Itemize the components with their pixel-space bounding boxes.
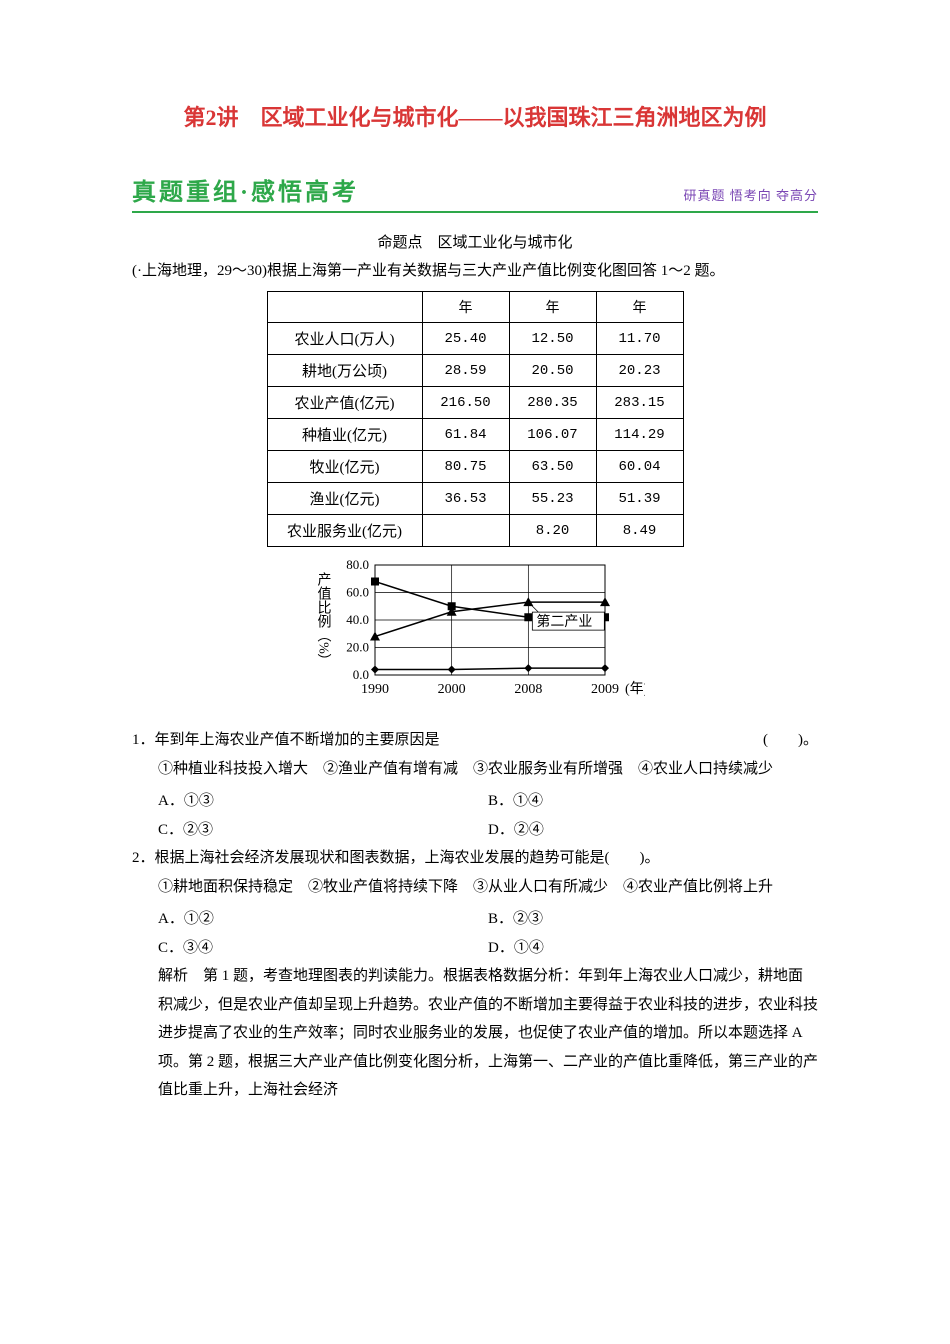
table-cell: 12.50 xyxy=(509,323,596,355)
table-cell: 渔业(亿元) xyxy=(267,483,422,515)
table-cell: 20.23 xyxy=(596,355,683,387)
options-2: A．①② B．②③ C．③④ D．①④ xyxy=(132,905,818,962)
source-line: (·上海地理，29～30)根据上海第一产业有关数据与三大产业产值比例变化图回答 … xyxy=(132,258,818,285)
svg-text:第二产业: 第二产业 xyxy=(536,613,592,630)
table-cell: 牧业(亿元) xyxy=(267,451,422,483)
svg-text:80.0: 80.0 xyxy=(346,557,369,572)
table-cell: 36.53 xyxy=(422,483,509,515)
svg-text:产值比例（%）: 产值比例（%） xyxy=(316,572,332,668)
option-b: B．②③ xyxy=(488,905,818,934)
line-chart-svg: 0.0 20.0 40.0 60.0 80.0 1990 2000 2008 2009 (年) 产值… xyxy=(305,557,645,707)
analysis-text: 第 1 题，考查地理图表的判读能力。根据表格数据分析：年到年上海农业人口减少，耕… xyxy=(158,968,818,1098)
question-body: ①耕地面积保持稳定 ②牧业产值将持续下降 ③从业人口有所减少 ④农业产值比例将上… xyxy=(132,873,818,902)
table-header-cell: 年 xyxy=(422,292,509,323)
question-stem: 2．根据上海社会经济发展现状和图表数据，上海农业发展的趋势可能是( )。 xyxy=(132,844,818,873)
table-cell: 20.50 xyxy=(509,355,596,387)
question-1: 1．年到年上海农业产值不断增加的主要原因是 ( )。 ①种植业科技投入增大 ②渔… xyxy=(132,726,818,783)
table-cell: 28.59 xyxy=(422,355,509,387)
option-row: C．③④ D．①④ xyxy=(158,934,818,963)
page: 第2讲 区域工业化与城市化——以我国珠江三角洲地区为例 真题重组·感悟高考 研真… xyxy=(0,0,950,1165)
table-cell: 8.20 xyxy=(509,515,596,547)
option-d: D．①④ xyxy=(488,934,818,963)
table-header-cell xyxy=(267,292,422,323)
question-stem-line: 1．年到年上海农业产值不断增加的主要原因是 ( )。 xyxy=(132,726,818,755)
option-d: D．②④ xyxy=(488,816,818,845)
table-cell: 8.49 xyxy=(596,515,683,547)
option-a: A．①③ xyxy=(158,787,488,816)
option-c: C．③④ xyxy=(158,934,488,963)
table-cell: 63.50 xyxy=(509,451,596,483)
table-cell: 农业产值(亿元) xyxy=(267,387,422,419)
section-header-text: 真题重组·感悟高考 xyxy=(132,172,359,207)
table-cell: 106.07 xyxy=(509,419,596,451)
svg-text:0.0: 0.0 xyxy=(353,667,369,682)
table-cell xyxy=(422,515,509,547)
table-cell: 耕地(万公顷) xyxy=(267,355,422,387)
table-row: 渔业(亿元) 36.53 55.23 51.39 xyxy=(267,483,683,515)
svg-text:2009: 2009 xyxy=(591,682,619,697)
table-cell: 283.15 xyxy=(596,387,683,419)
option-b: B．①④ xyxy=(488,787,818,816)
section-header: 真题重组·感悟高考 研真题 悟考向 夺高分 xyxy=(132,172,818,213)
table-header-row: 年 年 年 xyxy=(267,292,683,323)
table-header-cell: 年 xyxy=(596,292,683,323)
option-row: A．①② B．②③ xyxy=(158,905,818,934)
svg-text:60.0: 60.0 xyxy=(346,585,369,600)
table-cell: 80.75 xyxy=(422,451,509,483)
table-row: 农业产值(亿元) 216.50 280.35 283.15 xyxy=(267,387,683,419)
table-cell: 种植业(亿元) xyxy=(267,419,422,451)
answer-blank: ( )。 xyxy=(763,726,818,755)
svg-text:1990: 1990 xyxy=(361,682,389,697)
question-stem-line: 2．根据上海社会经济发展现状和图表数据，上海农业发展的趋势可能是( )。 xyxy=(132,844,818,873)
table-row: 农业服务业(亿元) 8.20 8.49 xyxy=(267,515,683,547)
table-row: 耕地(万公顷) 28.59 20.50 20.23 xyxy=(267,355,683,387)
question-body: ①种植业科技投入增大 ②渔业产值有增有减 ③农业服务业有所增强 ④农业人口持续减… xyxy=(132,755,818,784)
analysis-label: 解析 xyxy=(158,968,188,984)
svg-text:40.0: 40.0 xyxy=(346,612,369,627)
svg-text:(年): (年) xyxy=(625,681,645,697)
option-row: A．①③ B．①④ xyxy=(158,787,818,816)
table-cell: 55.23 xyxy=(509,483,596,515)
svg-text:2008: 2008 xyxy=(514,682,542,697)
table-cell: 280.35 xyxy=(509,387,596,419)
question-stem: 1．年到年上海农业产值不断增加的主要原因是 xyxy=(132,726,743,755)
lecture-title: 第2讲 区域工业化与城市化——以我国珠江三角洲地区为例 xyxy=(132,100,818,132)
section-header-left: 真题重组·感悟高考 xyxy=(132,172,359,207)
option-a: A．①② xyxy=(158,905,488,934)
table-cell: 61.84 xyxy=(422,419,509,451)
svg-text:20.0: 20.0 xyxy=(346,640,369,655)
question-2: 2．根据上海社会经济发展现状和图表数据，上海农业发展的趋势可能是( )。 ①耕地… xyxy=(132,844,818,901)
table-cell: 51.39 xyxy=(596,483,683,515)
table-cell: 农业人口(万人) xyxy=(267,323,422,355)
table-cell: 25.40 xyxy=(422,323,509,355)
table-cell: 114.29 xyxy=(596,419,683,451)
table-body: 农业人口(万人) 25.40 12.50 11.70 耕地(万公顷) 28.59… xyxy=(267,323,683,547)
table-cell: 农业服务业(亿元) xyxy=(267,515,422,547)
chart: 0.0 20.0 40.0 60.0 80.0 1990 2000 2008 2009 (年) 产值… xyxy=(132,557,818,712)
option-row: C．②③ D．②④ xyxy=(158,816,818,845)
table-cell: 11.70 xyxy=(596,323,683,355)
options-1: A．①③ B．①④ C．②③ D．②④ xyxy=(132,787,818,844)
svg-text:2000: 2000 xyxy=(438,682,466,697)
data-table: 年 年 年 农业人口(万人) 25.40 12.50 11.70 耕地(万公顷)… xyxy=(267,291,684,547)
option-c: C．②③ xyxy=(158,816,488,845)
analysis: 解析 第 1 题，考查地理图表的判读能力。根据表格数据分析：年到年上海农业人口减… xyxy=(132,962,818,1105)
table-row: 农业人口(万人) 25.40 12.50 11.70 xyxy=(267,323,683,355)
table-cell: 60.04 xyxy=(596,451,683,483)
table-cell: 216.50 xyxy=(422,387,509,419)
table-header-cell: 年 xyxy=(509,292,596,323)
section-header-right: 研真题 悟考向 夺高分 xyxy=(683,185,818,204)
topic-line: 命题点 区域工业化与城市化 xyxy=(132,231,818,252)
table-row: 牧业(亿元) 80.75 63.50 60.04 xyxy=(267,451,683,483)
table-row: 种植业(亿元) 61.84 106.07 114.29 xyxy=(267,419,683,451)
